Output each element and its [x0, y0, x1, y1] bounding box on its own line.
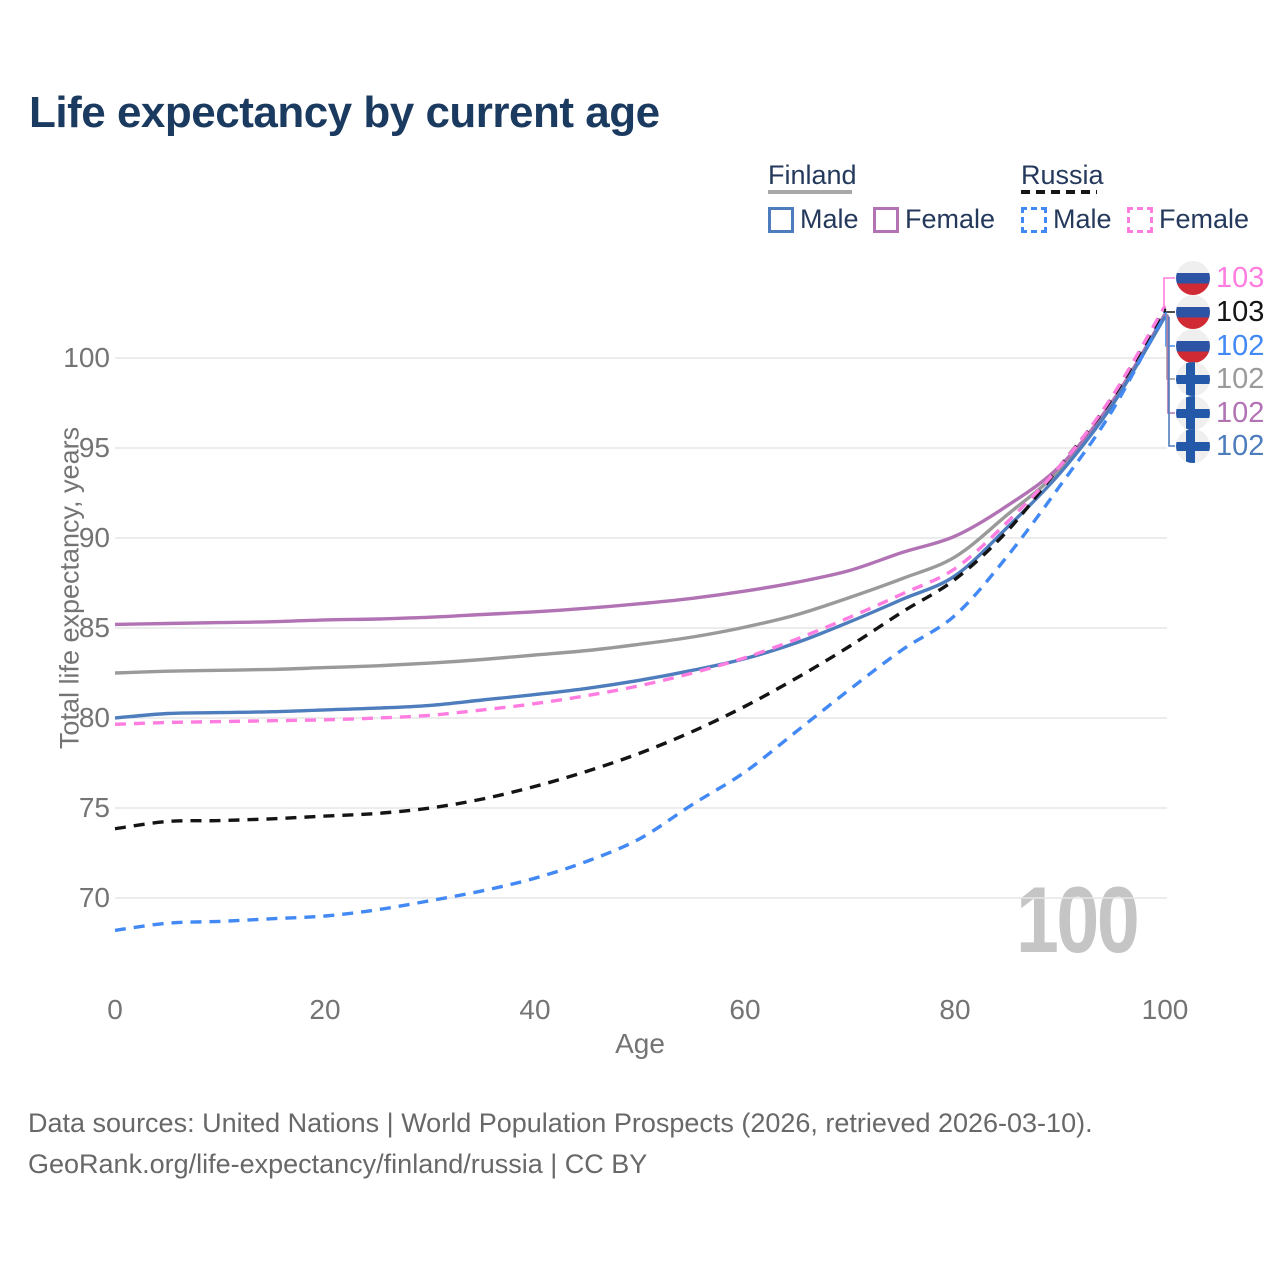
y-tick-label: 90: [78, 522, 110, 553]
series-line-russia[interactable]: [114, 307, 1167, 831]
end-label-value: 102: [1216, 362, 1265, 395]
end-label-russia-female: 103: [1176, 261, 1264, 295]
legend-item-russia-male[interactable]: Male: [1021, 204, 1112, 235]
finland-line-style-swatch-icon: [768, 190, 852, 194]
leader-line: [1166, 313, 1175, 380]
legend-label: Female: [1159, 204, 1250, 234]
end-label-finland-male: 102: [1176, 429, 1264, 463]
source-note-line2: GeoRank.org/life-expectancy/finland/russ…: [28, 1149, 648, 1179]
y-tick-label: 70: [78, 882, 110, 913]
legend-item-finland-female[interactable]: Female: [873, 204, 995, 235]
x-axis-title: Age: [615, 1028, 665, 1059]
legend-label: Male: [800, 204, 859, 234]
legend-label: Female: [905, 204, 996, 234]
x-tick-label: 100: [1141, 994, 1189, 1025]
legend-item-finland-male[interactable]: Male: [768, 204, 859, 235]
end-label-value: 102: [1216, 429, 1265, 462]
leader-line: [1168, 316, 1175, 447]
series-line-russia-male[interactable]: [114, 311, 1167, 933]
russia-male-swatch-icon: [1021, 206, 1047, 233]
legend-item-russia-female[interactable]: Female: [1127, 204, 1249, 235]
y-tick-label: 75: [78, 792, 110, 823]
page-title: Life expectancy by current age: [29, 88, 660, 137]
leader-line: [1163, 277, 1175, 306]
x-tick-label: 80: [939, 994, 971, 1025]
legend-group-russia[interactable]: Russia: [1021, 160, 1104, 190]
russia-flag-icon: [1176, 261, 1210, 295]
x-tick-label: 40: [519, 994, 551, 1025]
series-line-finland-male[interactable]: [114, 315, 1167, 720]
legend-group-finland[interactable]: Finland: [768, 160, 857, 190]
end-label-value: 102: [1216, 329, 1265, 362]
age-watermark: 100: [1016, 867, 1140, 972]
end-label-value: 103: [1216, 295, 1265, 328]
end-label-finland-female: 102: [1176, 396, 1264, 430]
end-label-russia-male: 102: [1176, 329, 1264, 363]
end-label-russia: 103: [1176, 295, 1264, 329]
finland-flag-icon: [1176, 429, 1210, 463]
leader-line: [1164, 308, 1175, 313]
russia-flag-icon: [1176, 295, 1210, 329]
source-note: Data sources: United Nations | World Pop…: [28, 1103, 1093, 1185]
russia-line-style-swatch-icon: [1021, 190, 1097, 194]
x-tick-label: 60: [729, 994, 761, 1025]
finland-flag-icon: [1176, 396, 1210, 430]
y-tick-label: 85: [78, 612, 110, 643]
leader-line: [1165, 312, 1175, 347]
end-label-value: 103: [1216, 261, 1265, 294]
x-tick-label: 20: [309, 994, 341, 1025]
leader-line: [1167, 314, 1175, 414]
series-line-russia-female[interactable]: [114, 304, 1167, 726]
russia-flag-icon: [1176, 329, 1210, 363]
series-line-finland[interactable]: [114, 313, 1167, 675]
finland-male-swatch-icon: [768, 206, 794, 233]
series-line-finland-female[interactable]: [114, 313, 1167, 627]
legend-label: Male: [1053, 204, 1112, 234]
y-tick-label: 95: [78, 432, 110, 463]
y-tick-label: 100: [63, 342, 110, 373]
x-tick-label: 0: [107, 994, 123, 1025]
end-label-finland: 102: [1176, 362, 1264, 396]
source-note-line1: Data sources: United Nations | World Pop…: [28, 1108, 1093, 1138]
y-tick-label: 80: [78, 702, 110, 733]
finland-flag-icon: [1176, 362, 1210, 396]
end-label-value: 102: [1216, 396, 1265, 429]
russia-female-swatch-icon: [1127, 206, 1153, 233]
finland-female-swatch-icon: [873, 206, 899, 233]
